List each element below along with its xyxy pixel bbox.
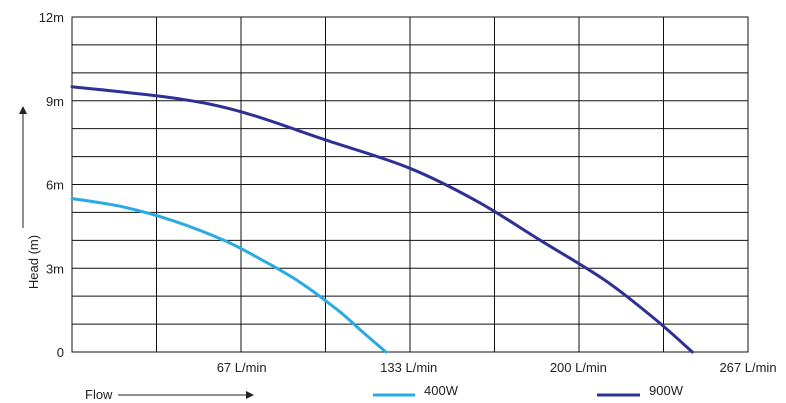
chart-series bbox=[70, 85, 694, 354]
y-axis-title: Head (m) bbox=[26, 235, 41, 289]
x-tick-label: 133 L/min bbox=[380, 360, 437, 375]
x-tick-label: 67 L/min bbox=[217, 360, 267, 375]
y-axis-arrow-head bbox=[19, 106, 27, 114]
series-line-400w bbox=[70, 197, 388, 354]
y-tick-labels: 0 3m 6m 9m 12m bbox=[39, 10, 64, 360]
x-axis-title: Flow bbox=[85, 387, 113, 402]
y-tick-label: 12m bbox=[39, 10, 64, 25]
x-axis-title-group: Flow bbox=[85, 387, 254, 402]
y-tick-label: 0 bbox=[57, 345, 64, 360]
legend-label-900w: 900W bbox=[649, 383, 684, 398]
x-axis-arrow-head bbox=[246, 391, 254, 399]
legend: 400W 900W bbox=[373, 383, 684, 398]
y-tick-label: 3m bbox=[46, 261, 64, 276]
chart-grid bbox=[71, 16, 749, 353]
x-tick-label: 267 L/min bbox=[719, 360, 776, 375]
legend-item-900w: 900W bbox=[597, 383, 684, 398]
y-tick-label: 6m bbox=[46, 178, 64, 193]
y-tick-label: 9m bbox=[46, 94, 64, 109]
series-line-900w bbox=[70, 85, 694, 354]
x-tick-labels: 67 L/min 133 L/min 200 L/min 267 L/min bbox=[217, 360, 777, 375]
y-axis-title-group: Head (m) bbox=[19, 106, 41, 289]
legend-label-400w: 400W bbox=[424, 383, 459, 398]
legend-item-400w: 400W bbox=[373, 383, 459, 398]
x-tick-label: 200 L/min bbox=[550, 360, 607, 375]
